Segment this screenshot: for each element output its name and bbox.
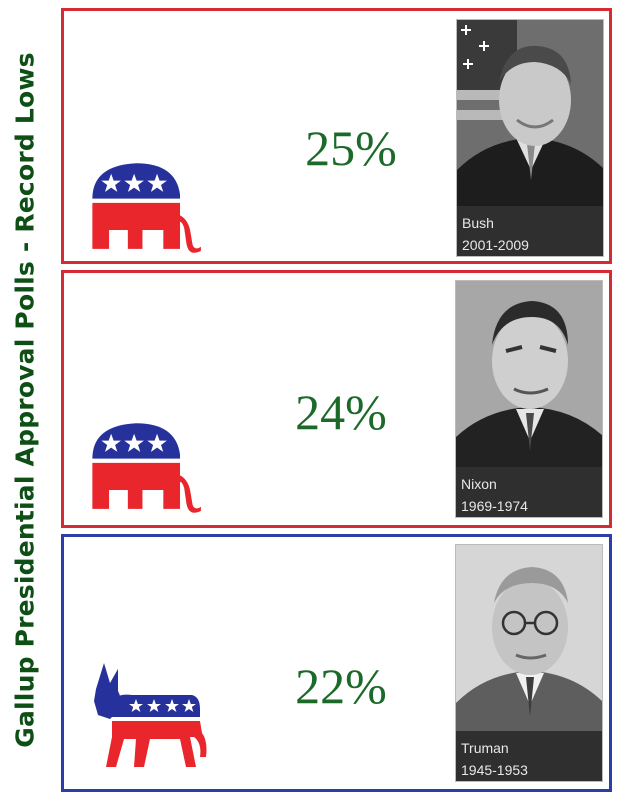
portrait-caption: Truman 1945-1953 (456, 731, 602, 781)
approval-percent: 24% (295, 384, 387, 440)
president-photo (457, 20, 603, 206)
portrait-nixon: Nixon 1969-1974 (455, 280, 603, 518)
approval-percent: 25% (305, 120, 397, 176)
republican-elephant-icon (92, 163, 201, 253)
president-photo (456, 281, 602, 467)
portrait-truman: Truman 1945-1953 (455, 544, 603, 782)
portrait-caption: Bush 2001-2009 (457, 206, 603, 256)
democratic-donkey-icon (94, 663, 207, 767)
president-panel-bush: 25% Bush 2001-2009 (61, 8, 612, 264)
president-panel-truman: 22% Truman 1945-1953 (61, 534, 612, 792)
president-years: 1945-1953 (461, 762, 528, 778)
approval-percent: 22% (295, 658, 387, 714)
president-years: 1969-1974 (461, 498, 528, 514)
president-name: Bush (462, 215, 494, 231)
portrait-caption: Nixon 1969-1974 (456, 467, 602, 517)
president-photo (456, 545, 602, 731)
president-name: Nixon (461, 476, 497, 492)
republican-elephant-icon (92, 423, 201, 513)
chart-title: Gallup Presidential Approval Polls - Rec… (10, 52, 40, 748)
side-title: Gallup Presidential Approval Polls - Rec… (0, 0, 50, 800)
president-years: 2001-2009 (462, 237, 529, 253)
president-panel-nixon: 24% Nixon 1969-1974 (61, 270, 612, 528)
portrait-bush: Bush 2001-2009 (456, 19, 604, 257)
president-name: Truman (461, 740, 509, 756)
